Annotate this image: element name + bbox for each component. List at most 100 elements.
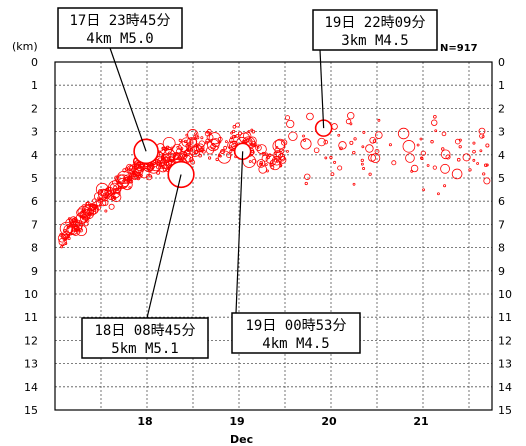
event-point <box>193 150 198 155</box>
y-tick-label: 5 <box>31 172 38 185</box>
annotation-line-2: 5km M5.1 <box>111 341 178 357</box>
event-point <box>138 174 142 179</box>
event-point <box>468 168 472 172</box>
event-point <box>410 164 419 173</box>
event-point <box>441 131 447 137</box>
event-point <box>220 149 225 154</box>
event-point <box>118 186 122 190</box>
event-point <box>160 153 171 163</box>
event-point <box>451 168 463 180</box>
event-point <box>119 185 123 189</box>
event-point <box>178 138 182 142</box>
event-point <box>279 164 282 168</box>
event-point <box>113 185 118 190</box>
event-point <box>279 156 286 162</box>
y-tick-label: 12 <box>498 334 512 347</box>
event-point <box>462 153 471 162</box>
event-point <box>388 143 392 147</box>
event-point <box>67 234 71 237</box>
event-point <box>128 168 132 172</box>
y-tick-label: 9 <box>31 265 38 278</box>
event-point <box>146 166 151 171</box>
event-point <box>377 118 381 122</box>
event-point <box>362 130 366 134</box>
event-point <box>259 160 263 165</box>
event-point <box>186 137 197 148</box>
event-point <box>258 165 268 174</box>
event-point <box>230 131 233 135</box>
y-tick-label: 15 <box>498 404 512 417</box>
event-point <box>63 233 70 240</box>
event-point <box>478 127 486 135</box>
event-point <box>137 165 142 169</box>
event-point <box>323 139 329 145</box>
event-point <box>441 147 445 151</box>
annotation-line-2: 3km M4.5 <box>341 33 408 49</box>
event-count-label: N=917 <box>440 43 478 54</box>
event-point <box>104 190 108 194</box>
event-point <box>266 169 269 173</box>
earthquake-points <box>57 111 491 249</box>
y-tick-label: 7 <box>31 218 38 231</box>
event-point <box>454 138 461 145</box>
event-point <box>133 162 145 173</box>
y-tick-label: 0 <box>498 56 505 69</box>
annotation-line-1: 19日 00時53分 <box>245 318 346 334</box>
event-point <box>82 216 86 220</box>
x-tick-label: 19 <box>229 415 244 428</box>
annotation-box <box>57 7 183 49</box>
event-point <box>189 146 193 150</box>
event-point <box>261 154 269 162</box>
event-point <box>195 144 199 148</box>
event-point <box>281 139 288 146</box>
y-tick-label: 4 <box>31 149 38 162</box>
event-point <box>303 139 306 142</box>
annotation-leader-line <box>235 151 244 314</box>
event-point <box>207 156 212 160</box>
event-point <box>302 134 305 138</box>
event-point <box>148 166 154 172</box>
annotation-box <box>312 9 438 51</box>
event-point <box>431 119 438 126</box>
event-point <box>360 158 364 162</box>
event-point <box>440 149 451 160</box>
event-point <box>158 162 168 173</box>
event-point <box>369 136 377 144</box>
y-tick-label: 3 <box>31 126 38 139</box>
event-point <box>189 146 201 158</box>
event-point <box>205 138 210 144</box>
event-point <box>485 143 490 148</box>
event-point <box>251 129 256 134</box>
event-point <box>191 152 195 156</box>
event-point <box>232 129 236 134</box>
event-point <box>117 177 129 189</box>
event-point <box>198 140 206 148</box>
event-point <box>458 145 462 149</box>
event-point <box>419 137 423 141</box>
event-point <box>337 133 341 137</box>
event-point <box>249 139 253 143</box>
event-point <box>104 209 108 213</box>
event-point <box>190 140 194 144</box>
event-point <box>264 163 268 167</box>
event-point <box>217 150 231 164</box>
event-point <box>106 186 112 192</box>
event-point <box>110 195 116 201</box>
event-point <box>422 188 425 192</box>
event-point <box>242 131 252 141</box>
event-point <box>285 115 291 121</box>
event-point <box>102 192 107 197</box>
event-point <box>331 123 338 130</box>
event-point <box>416 143 420 147</box>
event-point <box>223 145 228 150</box>
event-point <box>483 177 491 185</box>
event-point <box>195 135 200 140</box>
event-point <box>109 192 113 196</box>
event-point <box>86 206 97 216</box>
event-point <box>337 165 343 171</box>
y-tick-label: 4 <box>498 149 505 162</box>
event-point <box>194 132 197 136</box>
annotation-leader-line <box>146 174 182 319</box>
y-tick-label: 2 <box>498 102 505 115</box>
